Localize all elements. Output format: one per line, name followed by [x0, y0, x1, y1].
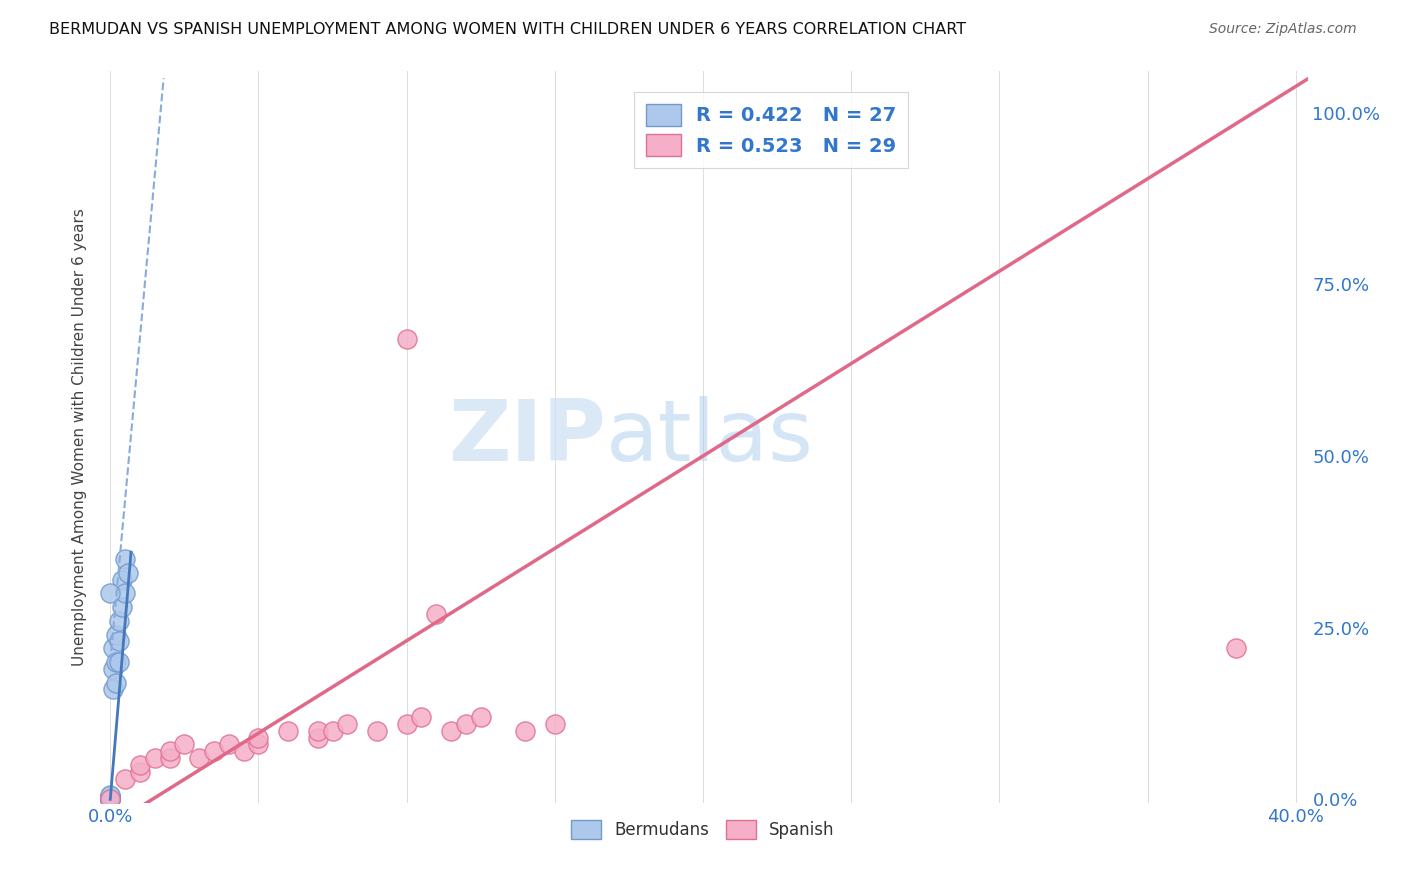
Legend: Bermudans, Spanish: Bermudans, Spanish	[564, 814, 842, 846]
Point	[247, 731, 270, 745]
Text: atlas: atlas	[606, 395, 814, 479]
Point	[98, 789, 121, 803]
Point	[440, 723, 463, 738]
Point	[111, 600, 134, 615]
Point	[129, 764, 152, 779]
Point	[202, 744, 225, 758]
Point	[188, 751, 211, 765]
Point	[98, 789, 121, 803]
Point	[98, 792, 121, 806]
Point	[454, 716, 477, 731]
Point	[307, 723, 329, 738]
Point	[395, 716, 418, 731]
Text: BERMUDAN VS SPANISH UNEMPLOYMENT AMONG WOMEN WITH CHILDREN UNDER 6 YEARS CORRELA: BERMUDAN VS SPANISH UNEMPLOYMENT AMONG W…	[49, 22, 966, 37]
Y-axis label: Unemployment Among Women with Children Under 6 years: Unemployment Among Women with Children U…	[72, 208, 87, 666]
Point	[111, 573, 134, 587]
Point	[98, 792, 121, 806]
Point	[470, 710, 492, 724]
Point	[114, 552, 136, 566]
Text: Source: ZipAtlas.com: Source: ZipAtlas.com	[1209, 22, 1357, 37]
Point	[108, 634, 131, 648]
Point	[411, 710, 433, 724]
Point	[515, 723, 537, 738]
Point	[105, 655, 128, 669]
Point	[98, 791, 121, 805]
Point	[108, 655, 131, 669]
Point	[98, 791, 121, 805]
Point	[395, 332, 418, 346]
Point	[544, 716, 567, 731]
Point	[143, 751, 166, 765]
Point	[218, 738, 240, 752]
Point	[98, 792, 121, 806]
Point	[1225, 641, 1247, 656]
Point	[159, 751, 181, 765]
Point	[108, 614, 131, 628]
Point	[114, 772, 136, 786]
Point	[98, 792, 121, 806]
Point	[98, 792, 121, 806]
Point	[232, 744, 254, 758]
Point	[98, 792, 121, 806]
Text: ZIP: ZIP	[449, 395, 606, 479]
Point	[98, 791, 121, 805]
Point	[98, 790, 121, 805]
Point	[114, 586, 136, 600]
Point	[277, 723, 299, 738]
Point	[98, 789, 121, 804]
Point	[322, 723, 344, 738]
Point	[103, 682, 125, 697]
Point	[247, 738, 270, 752]
Point	[307, 731, 329, 745]
Point	[129, 758, 152, 772]
Point	[336, 716, 359, 731]
Point	[98, 792, 121, 806]
Point	[103, 641, 125, 656]
Point	[425, 607, 447, 621]
Point	[103, 662, 125, 676]
Point	[98, 586, 121, 600]
Point	[117, 566, 139, 580]
Point	[105, 675, 128, 690]
Point	[173, 738, 195, 752]
Point	[105, 627, 128, 641]
Point	[159, 744, 181, 758]
Point	[366, 723, 388, 738]
